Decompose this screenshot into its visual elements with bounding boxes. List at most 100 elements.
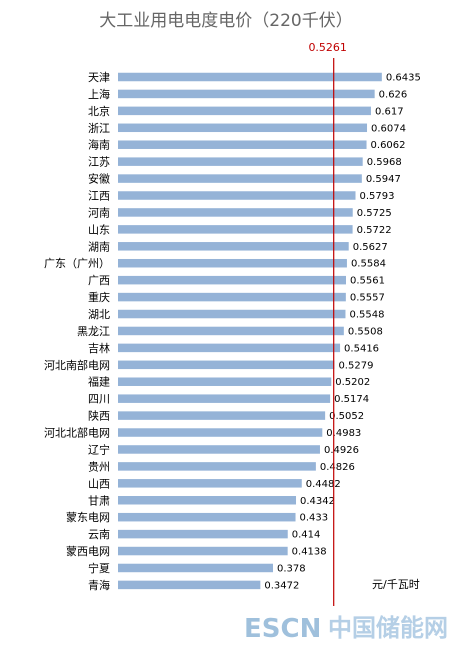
category-label: 陕西 — [88, 409, 110, 423]
value-label: 0.4342 — [300, 496, 335, 507]
category-label: 广东（广州） — [44, 257, 110, 270]
value-label: 0.378 — [277, 563, 306, 574]
value-label: 0.4826 — [320, 462, 355, 473]
value-label: 0.4482 — [306, 479, 341, 490]
value-label: 0.5548 — [349, 310, 384, 321]
value-label: 0.5416 — [344, 343, 379, 354]
category-label: 河北南部电网 — [44, 358, 110, 372]
bar — [118, 428, 323, 437]
value-label: 0.5561 — [350, 276, 385, 287]
bar — [118, 343, 341, 353]
category-label: 河南 — [88, 206, 110, 219]
bar — [118, 191, 356, 200]
value-label: 0.5968 — [367, 157, 402, 168]
bar — [118, 529, 288, 539]
value-label: 0.5793 — [360, 191, 395, 202]
category-label: 海南 — [88, 138, 110, 152]
category-label: 北京 — [88, 104, 110, 118]
category-label: 重庆 — [88, 290, 110, 304]
value-label: 0.5052 — [329, 411, 364, 422]
bar — [118, 309, 346, 319]
category-label: 湖北 — [88, 308, 110, 321]
value-label: 0.5725 — [357, 208, 392, 219]
bar — [118, 106, 371, 116]
category-label: 青海 — [88, 578, 110, 592]
reference-line-label: 0.5261 — [308, 41, 347, 54]
category-label: 河北北部电网 — [44, 426, 110, 440]
category-label: 山东 — [88, 223, 110, 236]
category-label: 江苏 — [88, 156, 110, 169]
value-labels-group: 0.6435 0.626 0.617 0.6074 0.6062 0.5968 0.5947… — [264, 73, 420, 592]
category-label: 安徽 — [88, 172, 110, 186]
category-label: 山西 — [88, 477, 110, 490]
bar — [118, 157, 363, 166]
value-label: 0.5947 — [366, 174, 401, 185]
value-label: 0.4138 — [292, 547, 327, 558]
watermark: ESCN 中国储能网 — [244, 614, 448, 644]
bar — [118, 258, 347, 268]
category-label: 贵州 — [88, 460, 110, 473]
bar — [118, 462, 316, 471]
bar — [118, 496, 297, 505]
category-label: 辽宁 — [88, 442, 110, 456]
chart-title: 大工业用电电度电价（220千伏） — [99, 11, 352, 31]
watermark-cjk: 中国储能网 — [328, 614, 448, 642]
value-label: 0.5584 — [351, 259, 386, 270]
category-label: 甘肃 — [88, 494, 110, 507]
value-label: 0.5722 — [357, 225, 392, 236]
value-label: 0.6435 — [386, 73, 421, 84]
bar — [118, 72, 382, 82]
value-label: 0.617 — [375, 106, 404, 117]
bar — [118, 242, 349, 251]
category-label: 江西 — [88, 190, 110, 203]
unit-label: 元/千瓦时 — [372, 578, 420, 591]
watermark-latin: ESCN — [244, 614, 321, 644]
bar — [118, 377, 332, 386]
category-label: 蒙西电网 — [66, 545, 110, 558]
category-label: 黑龙江 — [77, 325, 110, 338]
value-label: 0.3472 — [264, 580, 299, 591]
value-label: 0.5508 — [348, 326, 383, 337]
value-label: 0.6062 — [371, 140, 406, 151]
bar — [118, 580, 261, 590]
category-label: 云南 — [88, 528, 110, 541]
bar — [118, 292, 346, 302]
bar — [118, 411, 326, 420]
bar — [118, 512, 296, 522]
value-label: 0.5202 — [335, 377, 370, 388]
bar — [118, 445, 320, 454]
category-label: 福建 — [88, 375, 110, 389]
category-label: 上海 — [88, 87, 110, 101]
value-label: 0.4926 — [324, 445, 359, 456]
bar — [118, 563, 273, 573]
value-label: 0.5279 — [338, 360, 373, 371]
bars-group — [118, 72, 382, 590]
bar — [118, 546, 288, 556]
category-label: 浙江 — [88, 122, 110, 135]
category-label: 蒙东电网 — [66, 511, 110, 524]
category-label: 四川 — [88, 393, 110, 406]
value-label: 0.5627 — [353, 242, 388, 253]
value-label: 0.5557 — [350, 293, 385, 304]
bar — [118, 123, 368, 133]
bar — [118, 174, 362, 183]
category-label: 宁夏 — [88, 561, 110, 575]
value-label: 0.6074 — [371, 123, 406, 134]
bar — [118, 275, 346, 285]
bar — [118, 326, 344, 336]
value-label: 0.5174 — [334, 394, 369, 405]
bar — [118, 225, 353, 234]
bar — [118, 208, 353, 217]
bar — [118, 360, 335, 370]
bar — [118, 140, 367, 149]
value-label: 0.4983 — [326, 428, 361, 439]
value-label: 0.433 — [300, 513, 329, 524]
value-label: 0.626 — [379, 89, 408, 100]
bar — [118, 394, 331, 403]
category-label: 广西 — [88, 274, 110, 287]
value-label: 0.414 — [292, 530, 321, 541]
bar — [118, 479, 302, 488]
bar — [118, 89, 375, 99]
